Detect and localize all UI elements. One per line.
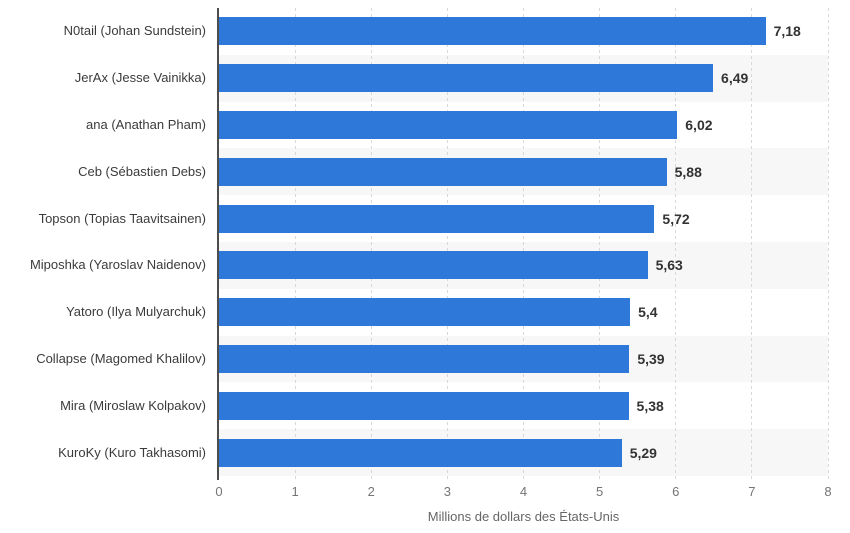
category-label: Collapse (Magomed Khalilov): [36, 351, 206, 366]
gridline: [370, 8, 372, 480]
category-label: JerAx (Jesse Vainikka): [74, 70, 206, 86]
x-tick-label: 6: [672, 484, 680, 499]
gridline: [523, 8, 524, 480]
value-label: 6,49: [721, 70, 749, 87]
y-axis-category-labels: N0tail (Johan Sundstein) JerAx (Jesse Vai…: [0, 8, 206, 476]
bar: [219, 204, 655, 233]
x-tick-label: 7: [748, 484, 756, 499]
value-label: 6,02: [685, 117, 713, 133]
bar: [219, 391, 629, 420]
bar: [219, 438, 622, 467]
value-label: 5,39: [637, 351, 665, 367]
category-label: ana (Anathan Pham): [86, 117, 206, 132]
category-label: Yatoro (Ilya Mulyarchuk): [66, 304, 206, 320]
bar: [219, 251, 648, 280]
x-tick-label: 8: [824, 484, 832, 499]
gridline: [599, 8, 601, 480]
x-axis-tick-labels: 0 1 2 3 4 5 6 7 8: [0, 484, 850, 500]
x-tick-label: 5: [596, 484, 604, 499]
value-label: 5,63: [655, 257, 683, 274]
category-label: KuroKy (Kuro Takhasomi): [58, 444, 206, 460]
value-label: 5,88: [674, 163, 702, 180]
value-label: 5,38: [636, 397, 664, 414]
bar: [219, 157, 667, 186]
bar: [219, 17, 766, 46]
x-tick-label: 1: [291, 484, 299, 499]
bar: [219, 111, 678, 139]
y-axis-line: [217, 8, 219, 480]
x-tick-label: 0: [215, 484, 223, 499]
value-label: 5,72: [662, 210, 690, 227]
value-label: 5,4: [638, 304, 658, 321]
gridline: [446, 8, 448, 480]
x-tick-label: 3: [443, 484, 451, 499]
category-label: N0tail (Johan Sundstein): [63, 23, 206, 39]
x-axis-title: Millions de dollars des États-Unis: [427, 509, 620, 524]
gridline: [751, 8, 753, 480]
category-label: Miposhka (Yaroslav Naidenov): [29, 257, 206, 273]
category-label: Topson (Topias Taavitsainen): [38, 210, 206, 226]
category-label: Ceb (Sébastien Debs): [78, 163, 206, 179]
gridline: [294, 8, 296, 480]
bar: [219, 64, 714, 93]
plot-area: 7,18 6,49 6,02 5,88 5,72 5,63 5,4 5,39 5,38 5,29: [219, 8, 829, 480]
gridline: [827, 8, 829, 480]
gridline: [675, 8, 677, 480]
x-tick-label: 2: [367, 484, 375, 499]
value-label: 5,29: [629, 444, 657, 461]
category-label: Mira (Miroslaw Kolpakov): [60, 397, 206, 413]
bar: [219, 345, 630, 373]
bar: [219, 298, 631, 327]
x-tick-label: 4: [519, 484, 528, 499]
value-label: 7,18: [773, 23, 801, 40]
